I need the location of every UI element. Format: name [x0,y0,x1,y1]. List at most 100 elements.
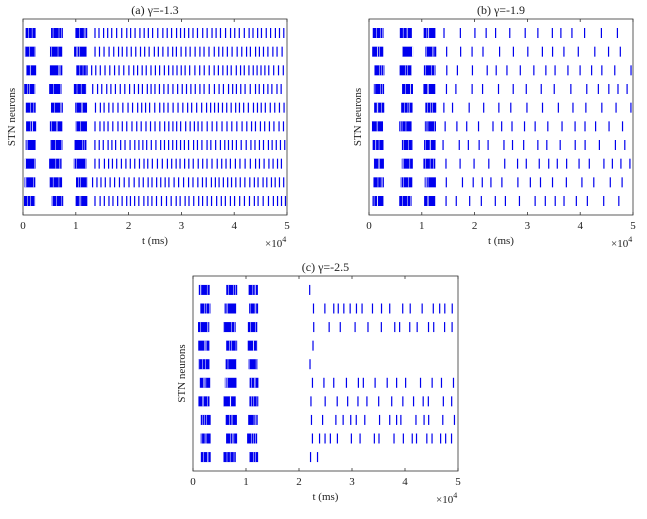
burst-block [400,177,413,188]
plot-frame [368,18,634,216]
burst-block [248,359,258,370]
x-multiplier: ×104 [436,491,457,506]
burst-block [49,46,63,57]
neuron-row [198,396,453,407]
neuron-row [25,28,285,38]
burst-block [223,322,236,333]
burst-block [51,196,64,206]
burst-block [423,65,436,76]
burst-block [50,102,63,113]
burst-block [373,84,385,94]
chart-title: (b) γ=-1.9 [477,3,525,17]
x-axis-label: t (ms) [142,235,168,247]
neuron-row [372,46,621,57]
burst-block [76,177,88,188]
burst-block [247,340,258,351]
burst-block [74,46,87,57]
burst-block [24,158,36,169]
x-tick-label: 3 [179,220,185,232]
burst-block [200,452,211,463]
burst-block [372,140,384,150]
neuron-row [373,177,623,188]
neuron-row [199,377,455,388]
x-tick-label: 2 [472,220,478,232]
neuron-row [372,28,619,38]
burst-block [75,102,88,113]
neuron-row [24,46,283,57]
x-tick-label: 4 [231,220,237,232]
burst-block [49,84,62,94]
burst-block [372,28,384,38]
burst-block [225,359,237,370]
burst-block [401,140,413,150]
burst-block [249,303,259,314]
neuron-row [373,158,631,169]
burst-block [247,433,258,444]
neuron-row [24,84,282,94]
y-axis-label: STN neurons [6,88,18,146]
burst-block [225,414,237,425]
x-tick-label: 1 [73,220,79,232]
burst-block [200,303,211,314]
neuron-row [373,84,628,94]
burst-block [198,396,210,407]
burst-block [24,177,36,188]
burst-block [25,28,36,38]
neuron-row [198,359,311,370]
burst-block [425,46,437,57]
burst-block [49,65,63,76]
burst-block [224,303,237,314]
burst-block [198,340,210,351]
neuron-row [372,140,626,150]
burst-block [247,322,258,333]
burst-block [374,102,385,113]
neuron-row [200,303,453,314]
neuron-row [371,121,624,132]
neuron-row [25,140,286,150]
burst-block [198,359,210,370]
burst-block [373,177,384,188]
burst-block [200,433,211,444]
burst-block [223,452,236,463]
burst-block [25,140,36,150]
burst-block [424,177,436,188]
burst-block [401,158,413,169]
x-tick-label: 4 [577,220,583,232]
burst-block [224,377,237,388]
burst-block [23,196,36,206]
burst-block [74,140,87,150]
neuron-row [24,177,285,188]
burst-block [200,414,211,425]
burst-block [401,102,413,113]
burst-block [226,284,238,295]
panel-2: (c) γ=-2.5 0 1 2 3 4 5 t (ms) ×104 STN neurons [176,260,461,506]
burst-block [226,340,238,351]
x-axis-label: t (ms) [313,491,339,503]
burst-block [26,65,37,76]
burst-block [49,158,62,169]
neuron-row [374,102,632,113]
burst-block [49,177,63,188]
neuron-row [200,452,319,463]
neuron-row [25,102,285,113]
burst-block [424,196,436,206]
x-tick-label: 5 [630,220,636,232]
burst-block [226,433,238,444]
neuron-row [23,196,287,206]
burst-block [51,28,63,38]
burst-block [75,121,88,132]
burst-block [75,196,88,206]
plot-frame [22,18,288,216]
x-multiplier: ×104 [611,235,632,250]
x-tick-label: 1 [243,476,249,488]
burst-block [248,284,258,295]
neuron-row [198,340,314,351]
burst-block [223,396,236,407]
burst-block [49,121,63,132]
burst-block [26,121,37,132]
neuron-row [24,158,283,169]
neuron-row [372,196,620,206]
x-tick-label: 4 [402,476,408,488]
neuron-row [198,284,311,295]
